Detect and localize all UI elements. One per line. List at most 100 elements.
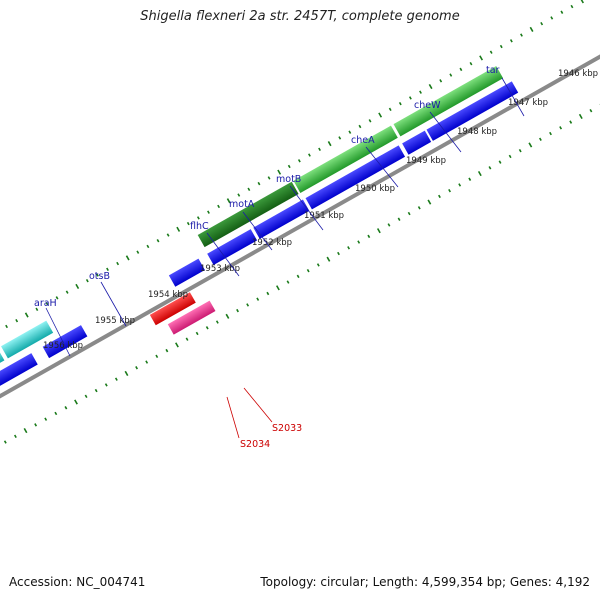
minor-tick: [55, 296, 59, 300]
kbp-label: 1954 kbp: [148, 290, 188, 300]
kbp-label: 1953 kbp: [200, 264, 240, 274]
rna-labels: S2033 S2034: [226, 387, 302, 450]
minor-tick: [570, 4, 574, 9]
minor-tick: [237, 193, 241, 197]
minor-tick: [116, 261, 120, 266]
minor-tick: [368, 119, 372, 123]
minor-tick: [247, 187, 251, 192]
minor-tick: [15, 319, 19, 323]
minor-tick: [469, 61, 473, 66]
minor-tick: [34, 423, 38, 427]
minor-tick: [489, 50, 493, 54]
minor-tick: [569, 120, 573, 124]
scale-tick-row: [5, 0, 584, 329]
major-tick: [378, 112, 383, 118]
major-tick: [580, 0, 584, 4]
kbp-label: 1946 kbp: [558, 69, 598, 79]
cds-block: [168, 258, 205, 287]
leader-line: [242, 211, 273, 251]
minor-tick: [145, 360, 149, 364]
leader-line: [243, 387, 273, 423]
cluster-block-green-2: [293, 125, 398, 193]
minor-tick: [498, 160, 502, 164]
kbp-label: 1955 kbp: [95, 316, 135, 326]
gene-labels: tar cheW cheA motB motA flhC otsB araH: [34, 65, 525, 357]
minor-tick: [205, 326, 209, 330]
gene-label-cheA: cheA: [351, 135, 375, 146]
minor-tick: [589, 109, 593, 113]
minor-tick: [35, 307, 39, 311]
major-tick: [479, 55, 484, 61]
gene-cluster-band: [0, 66, 504, 402]
gene-label-tar: tar: [486, 65, 500, 76]
map-title: Shigella flexneri 2a str. 2457T, complet…: [140, 9, 460, 24]
minor-tick: [136, 250, 140, 254]
major-tick: [125, 255, 130, 261]
minor-tick: [308, 153, 311, 157]
minor-tick: [306, 268, 310, 273]
rna-block-red: [149, 292, 196, 326]
minor-tick: [560, 10, 564, 14]
minor-tick: [407, 211, 411, 216]
minor-tick: [236, 308, 239, 313]
leader-line: [289, 185, 324, 231]
gene-label-otsB: otsB: [89, 271, 110, 282]
major-tick: [529, 26, 534, 32]
rna-block-pink: [167, 300, 216, 335]
cds-block: [305, 145, 406, 210]
accession-label: Accession: NC_004741: [9, 575, 146, 589]
minor-tick: [367, 234, 371, 239]
minor-tick: [196, 216, 200, 220]
minor-tick: [449, 73, 453, 77]
cds-block: [0, 353, 38, 396]
minor-tick: [256, 297, 260, 301]
minor-tick: [44, 417, 48, 421]
major-tick: [327, 141, 332, 147]
minor-tick: [94, 388, 98, 393]
minor-tick: [438, 194, 441, 199]
kbp-label: 1949 kbp: [406, 156, 446, 166]
leader-line: [429, 111, 462, 153]
major-tick: [23, 428, 28, 434]
kbp-label: 1956 kbp: [43, 341, 83, 351]
major-tick: [225, 313, 230, 319]
minor-tick: [296, 274, 300, 279]
minor-tick: [508, 154, 512, 159]
minor-tick: [267, 176, 271, 180]
minor-tick: [297, 159, 301, 163]
cds-block: [42, 325, 88, 359]
minor-tick: [114, 377, 118, 381]
minor-tick: [540, 21, 544, 26]
minor-tick: [347, 246, 351, 250]
cluster-block-cyan-1: [1, 320, 54, 359]
minor-tick: [520, 33, 523, 37]
gene-label-flhC: flhC: [190, 221, 209, 232]
minor-tick: [398, 101, 402, 106]
minor-tick: [358, 124, 362, 129]
major-tick: [176, 226, 181, 232]
gene-label-araH: araH: [34, 298, 57, 309]
major-tick: [427, 199, 432, 205]
minor-tick: [135, 366, 139, 370]
major-tick: [275, 285, 280, 291]
minor-tick: [518, 148, 522, 153]
minor-tick: [458, 183, 462, 187]
minor-tick: [549, 131, 552, 136]
minor-tick: [104, 383, 108, 387]
kbp-label: 1950 kbp: [355, 184, 395, 194]
minor-tick: [499, 44, 503, 49]
minor-tick: [13, 434, 17, 439]
minor-tick: [155, 354, 159, 359]
minor-tick: [146, 244, 150, 249]
cds-band: [0, 81, 519, 396]
minor-tick: [439, 79, 443, 83]
minor-tick: [5, 324, 9, 329]
major-tick: [428, 83, 433, 90]
minor-tick: [459, 67, 463, 72]
minor-tick: [318, 147, 321, 152]
gene-label-cheW: cheW: [414, 100, 441, 111]
kbp-label: 1947 kbp: [508, 98, 548, 108]
minor-tick: [156, 239, 160, 243]
major-tick: [74, 399, 78, 405]
